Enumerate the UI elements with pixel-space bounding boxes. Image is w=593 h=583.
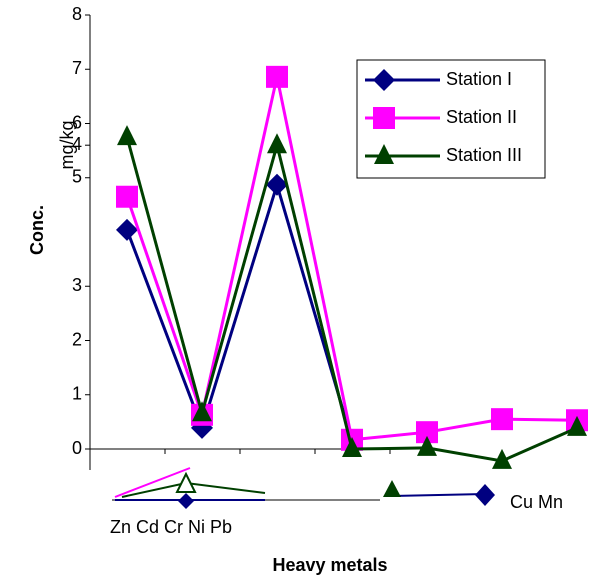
marker [373, 107, 395, 129]
marker [374, 144, 394, 164]
y-tick-label: 1 [72, 384, 82, 404]
marker [117, 125, 137, 146]
y-axis-label: Conc. [27, 205, 47, 255]
marker [116, 185, 138, 208]
y-tick-label: 8 [72, 4, 82, 24]
x-tick-labels-right: Cu Mn [510, 492, 563, 512]
marker [416, 421, 438, 444]
marker [491, 408, 513, 431]
marker [266, 173, 288, 196]
marker [192, 401, 212, 422]
marker [342, 437, 362, 457]
x-axis-label: Heavy metals [272, 555, 387, 575]
y-tick-label: 0 [72, 438, 82, 458]
y-tick-label: 4 [72, 134, 82, 154]
series-line [125, 179, 354, 442]
legend-label: Station II [446, 107, 517, 127]
marker [266, 65, 288, 88]
y-tick-label: 5 [72, 167, 82, 187]
y-tick-label: 2 [72, 329, 82, 349]
y-unit: mg/kg [57, 120, 77, 169]
y-tick-label: 7 [72, 58, 82, 78]
y-tick-label: 3 [72, 275, 82, 295]
marker [492, 448, 512, 469]
artifacts [112, 467, 495, 509]
marker [373, 69, 395, 91]
y-tick-label: 6 [72, 112, 82, 132]
legend-label: Station I [446, 69, 512, 89]
x-tick-labels: Zn Cd Cr Ni Pb [110, 517, 232, 537]
marker [567, 415, 587, 436]
marker [417, 435, 437, 456]
marker [116, 218, 138, 241]
legend-label: Station III [446, 145, 522, 165]
marker [267, 133, 287, 154]
